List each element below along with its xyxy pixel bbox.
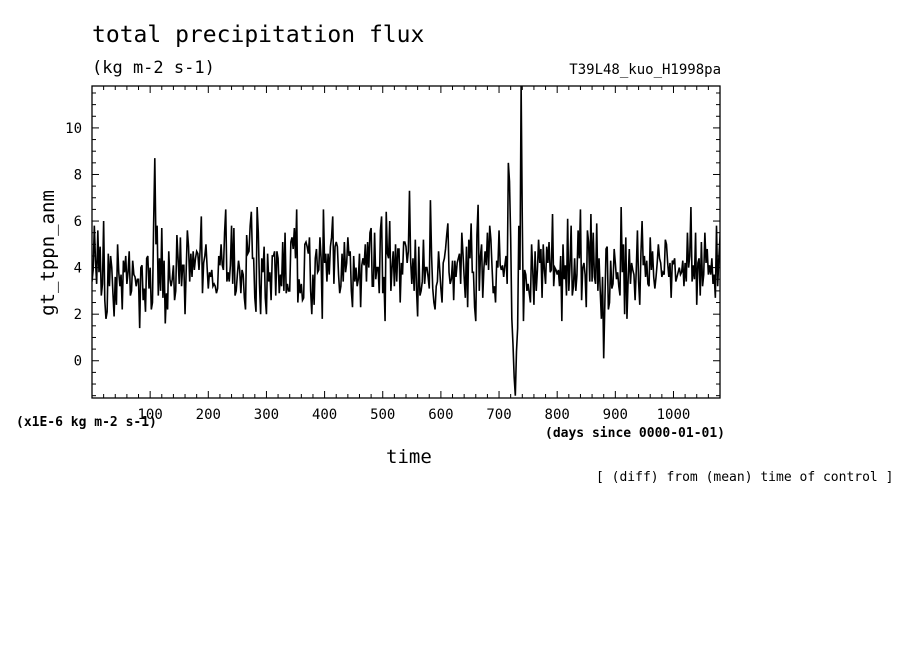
x-tick-label: 200 — [196, 407, 221, 423]
x-tick-label: 500 — [370, 407, 395, 423]
y-tick-label: 10 — [65, 121, 82, 137]
x-tick-label: 300 — [254, 407, 279, 423]
chart-units: (kg m-2 s-1) — [92, 58, 215, 78]
x-tick-label: 1000 — [657, 407, 691, 423]
run-label: T39L48_kuo_H1998pa — [569, 62, 721, 78]
y-tick-label: 2 — [74, 307, 82, 323]
series-line — [92, 86, 720, 396]
chart-title: total precipitation flux — [92, 22, 425, 48]
x-tick-label: 600 — [428, 407, 453, 423]
comparison-note: [ (diff) from (mean) time of control ] — [596, 470, 894, 485]
x-axis-units: (days since 0000-01-01) — [545, 426, 726, 441]
y-tick-label: 6 — [74, 214, 82, 230]
x-tick-label: 100 — [137, 407, 162, 423]
x-tick-label: 800 — [545, 407, 570, 423]
x-tick-label: 900 — [603, 407, 628, 423]
x-axis-label: time — [386, 446, 432, 468]
x-tick-label: 400 — [312, 407, 337, 423]
x-tick-label: 700 — [486, 407, 511, 423]
y-scale-label: (x1E-6 kg m-2 s-1) — [16, 415, 157, 430]
y-tick-label: 4 — [74, 261, 82, 277]
y-tick-label: 0 — [74, 354, 82, 370]
y-tick-label: 8 — [74, 167, 82, 183]
